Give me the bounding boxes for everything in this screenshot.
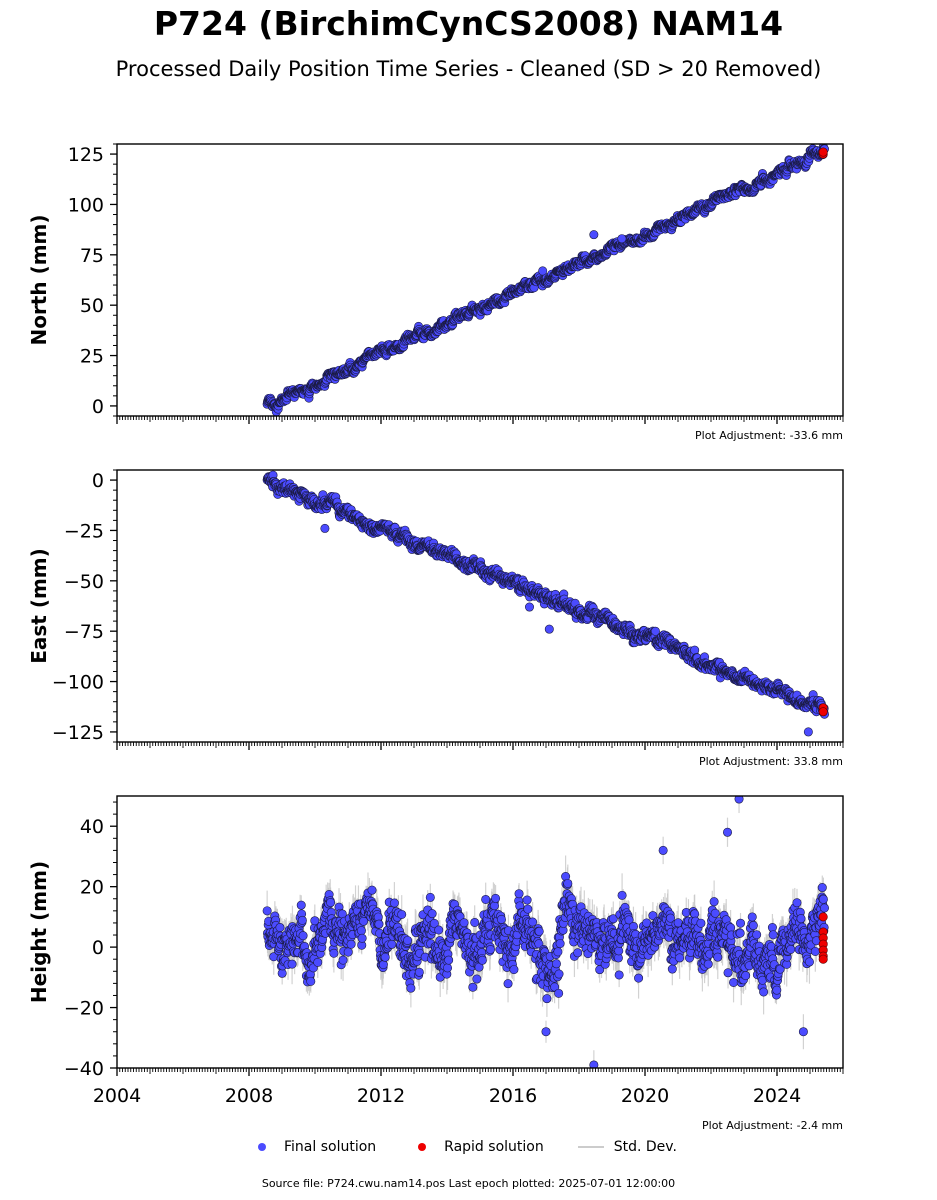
y-tick-label-north: 75 xyxy=(80,245,104,267)
y-tick-label-north: 125 xyxy=(68,144,104,166)
y-tick-label-north: 100 xyxy=(68,194,104,216)
final-point-north-1523 xyxy=(617,234,627,244)
final-point-north-1522 xyxy=(538,266,548,276)
final-point-north-1521 xyxy=(589,230,599,240)
chart-title: P724 (BirchimCynCS2008) NAM14 xyxy=(153,4,784,43)
y-axis-label-north: North (mm) xyxy=(27,214,51,345)
panel-north: 0 25 50 75 100 125 North (mm) Plot Adjustment: … xyxy=(27,143,844,442)
plot-area-east xyxy=(262,470,829,737)
plot-area-north xyxy=(262,144,829,416)
y-tick-label-north: 50 xyxy=(80,295,104,317)
plot-adjustment-north: Plot Adjustment: -33.6 mm xyxy=(695,429,843,442)
y-tick-label-north: 25 xyxy=(80,346,104,368)
y-tick-label-north: 0 xyxy=(92,396,104,418)
chart-subtitle: Processed Daily Position Time Series - C… xyxy=(115,57,822,81)
rapid-point-north-1 xyxy=(818,147,828,157)
